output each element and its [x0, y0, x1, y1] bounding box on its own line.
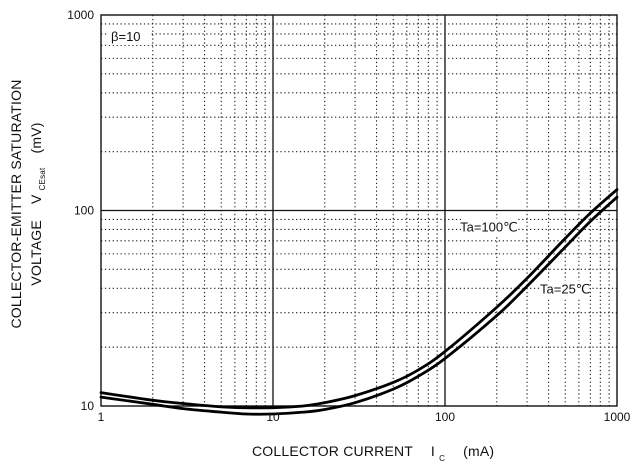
x-axis-label-symbol: I	[431, 443, 435, 459]
y-axis-label-line1: COLLECTOR-EMITTER SATURATION	[8, 79, 24, 328]
plot-frame	[100, 14, 618, 407]
beta-condition-label: β=10	[111, 29, 141, 44]
annotation-ta100: Ta=100℃	[460, 220, 518, 235]
series-layer	[99, 188, 619, 416]
x-axis-label-unit: (mA)	[463, 443, 494, 459]
y-axis-label-subscript: CEsat	[38, 167, 47, 190]
y-axis-label-symbol: V	[28, 194, 44, 204]
annotations: Ta=100℃ Ta=25℃	[460, 218, 590, 298]
series-line-ta100	[99, 188, 619, 410]
annotation-ta25: Ta=25℃	[540, 282, 590, 297]
y-tick-label: 10	[81, 399, 95, 413]
x-tick-label: 1	[98, 410, 105, 424]
annotation-background	[461, 218, 517, 236]
y-tick-label: 100	[74, 204, 94, 218]
y-tick-label: 1000	[67, 8, 94, 22]
x-tick-label: 100	[435, 410, 455, 424]
series-line-ta25	[99, 195, 619, 416]
y-axis-label-unit: (mV)	[28, 122, 44, 153]
x-axis-label-main: COLLECTOR CURRENT	[252, 443, 413, 459]
x-axis-label-subscript: C	[439, 454, 445, 463]
beta-label-background	[107, 27, 151, 45]
x-tick-label: 10	[266, 410, 280, 424]
x-axis-label: COLLECTOR CURRENT I C (mA)	[252, 443, 494, 464]
y-axis-label-prefix: VOLTAGE	[28, 220, 44, 285]
y-axis-label-line2: VOLTAGE V CEsat (mV)	[28, 122, 48, 285]
annotation-background	[541, 280, 590, 298]
x-tick-label: 1000	[604, 410, 631, 424]
major-grid	[101, 15, 617, 406]
